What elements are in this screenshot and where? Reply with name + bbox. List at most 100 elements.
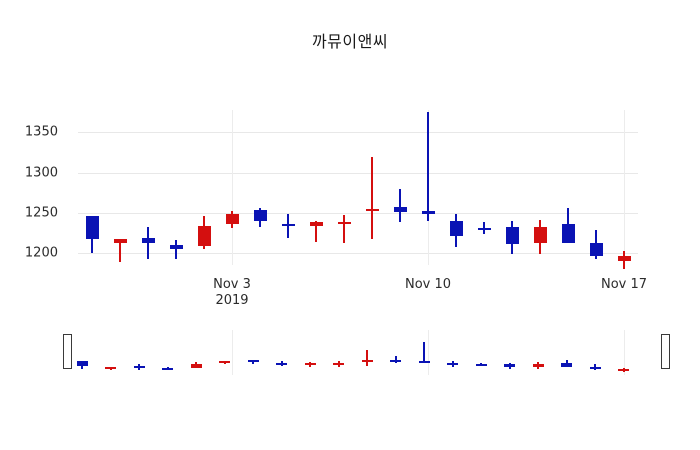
- mini-candlestick-body: [304, 362, 316, 365]
- candlestick-body: [449, 220, 463, 237]
- candlestick: [533, 110, 547, 265]
- mini-candlestick: [190, 330, 202, 375]
- gridline-y-1350: [78, 132, 638, 134]
- candlestick-body: [617, 256, 631, 261]
- candlestick: [309, 110, 323, 265]
- candlestick: [561, 110, 575, 265]
- candlestick-body: [197, 226, 211, 246]
- candlestick: [505, 110, 519, 265]
- mini-candlestick-body: [105, 366, 117, 369]
- gridline-x-mini-0: [232, 330, 233, 375]
- candlestick-body: [281, 224, 295, 227]
- mini-candlestick: [304, 330, 316, 375]
- candlestick: [449, 110, 463, 265]
- mini-candlestick-wick: [423, 341, 426, 363]
- y-axis-tick-label: 1300: [24, 165, 58, 181]
- mini-candlestick: [418, 330, 430, 375]
- mini-candlestick-body: [361, 360, 373, 363]
- candlestick-body: [85, 216, 99, 240]
- candlestick: [197, 110, 211, 265]
- candlestick-wick: [399, 188, 401, 222]
- mini-candlestick: [504, 330, 516, 375]
- candlestick: [113, 110, 127, 265]
- mini-candlestick: [276, 330, 288, 375]
- candlestick: [477, 110, 491, 265]
- candlestick: [253, 110, 267, 265]
- candlestick-body: [589, 243, 603, 257]
- candlestick-body: [393, 207, 407, 212]
- candlestick-wick: [371, 156, 373, 240]
- mini-candlestick-body: [247, 360, 259, 363]
- price-panel: [78, 110, 638, 269]
- mini-candlestick: [105, 330, 117, 375]
- candlestick-body: [337, 221, 351, 224]
- candlestick-wick: [427, 112, 429, 221]
- gridline-y-1250: [78, 212, 638, 214]
- candlestick-body: [141, 237, 155, 243]
- candlestick-body: [365, 208, 379, 212]
- candlestick-body: [253, 210, 267, 221]
- x-axis-tick-label: Nov 3 2019: [213, 277, 251, 308]
- candlestick: [337, 110, 351, 265]
- mini-candlestick-body: [276, 363, 288, 366]
- gridline-y-1200: [78, 252, 638, 254]
- mini-candlestick-body: [475, 364, 487, 367]
- mini-candlestick: [219, 330, 231, 375]
- gridline-x-0: [232, 110, 233, 265]
- candlestick-body: [169, 244, 183, 249]
- candlestick-body: [113, 239, 127, 244]
- mini-candlestick-body: [418, 360, 430, 363]
- candlestick-wick: [147, 227, 149, 260]
- candlestick: [169, 110, 183, 265]
- candlestick: [141, 110, 155, 265]
- mini-candlestick-body: [390, 359, 402, 362]
- left-range-marker: [62, 334, 72, 370]
- mini-candlestick-wick: [394, 356, 397, 363]
- secondary-panel: [62, 330, 671, 375]
- candlestick-body: [225, 214, 239, 225]
- candlestick: [85, 110, 99, 265]
- candlestick: [617, 110, 631, 269]
- candlestick-body: [421, 211, 435, 215]
- x-axis-tick-label: Nov 10: [404, 277, 452, 292]
- gridline-x-mini-1: [428, 330, 429, 375]
- candlestick: [589, 110, 603, 265]
- right-range-marker: [661, 334, 671, 370]
- mini-candlestick: [361, 330, 373, 375]
- mini-candlestick: [390, 330, 402, 375]
- y-axis-tick-label: 1200: [24, 245, 58, 261]
- mini-candlestick: [618, 330, 630, 375]
- mini-candlestick: [561, 330, 573, 375]
- candlestick-wick: [343, 215, 345, 243]
- candlestick-body: [309, 222, 323, 227]
- mini-candlestick-body: [504, 363, 516, 368]
- mini-candlestick-wick: [366, 350, 369, 366]
- mini-candlestick: [76, 330, 88, 375]
- y-axis-tick-label: 1250: [24, 205, 58, 221]
- y-axis-tick-label: 1350: [24, 124, 58, 140]
- mini-candlestick: [162, 330, 174, 375]
- mini-candlestick: [475, 330, 487, 375]
- mini-candlestick-body: [76, 361, 88, 366]
- candlestick-body: [533, 227, 547, 243]
- page-title: 까뮤이앤씨: [311, 32, 389, 51]
- mini-candlestick: [133, 330, 145, 375]
- mini-candlestick-wick: [480, 362, 483, 366]
- mini-candlestick-body: [133, 366, 145, 368]
- mini-candlestick: [447, 330, 459, 375]
- gridline-x-2: [624, 110, 625, 265]
- candlestick-wick: [175, 240, 177, 259]
- mini-candlestick-body: [162, 367, 174, 370]
- mini-candlestick: [532, 330, 544, 375]
- candlestick-body: [561, 224, 575, 243]
- mini-candlestick-body: [190, 363, 202, 368]
- candlestick: [365, 110, 379, 265]
- gridline-x-mini-2: [624, 330, 625, 375]
- x-axis-tick-label: Nov 17: [600, 277, 648, 292]
- mini-candlestick-body: [589, 367, 601, 370]
- mini-candlestick: [333, 330, 345, 375]
- mini-candlestick-body: [447, 362, 459, 366]
- candlestick: [281, 110, 295, 265]
- mini-candlestick-body: [618, 369, 630, 372]
